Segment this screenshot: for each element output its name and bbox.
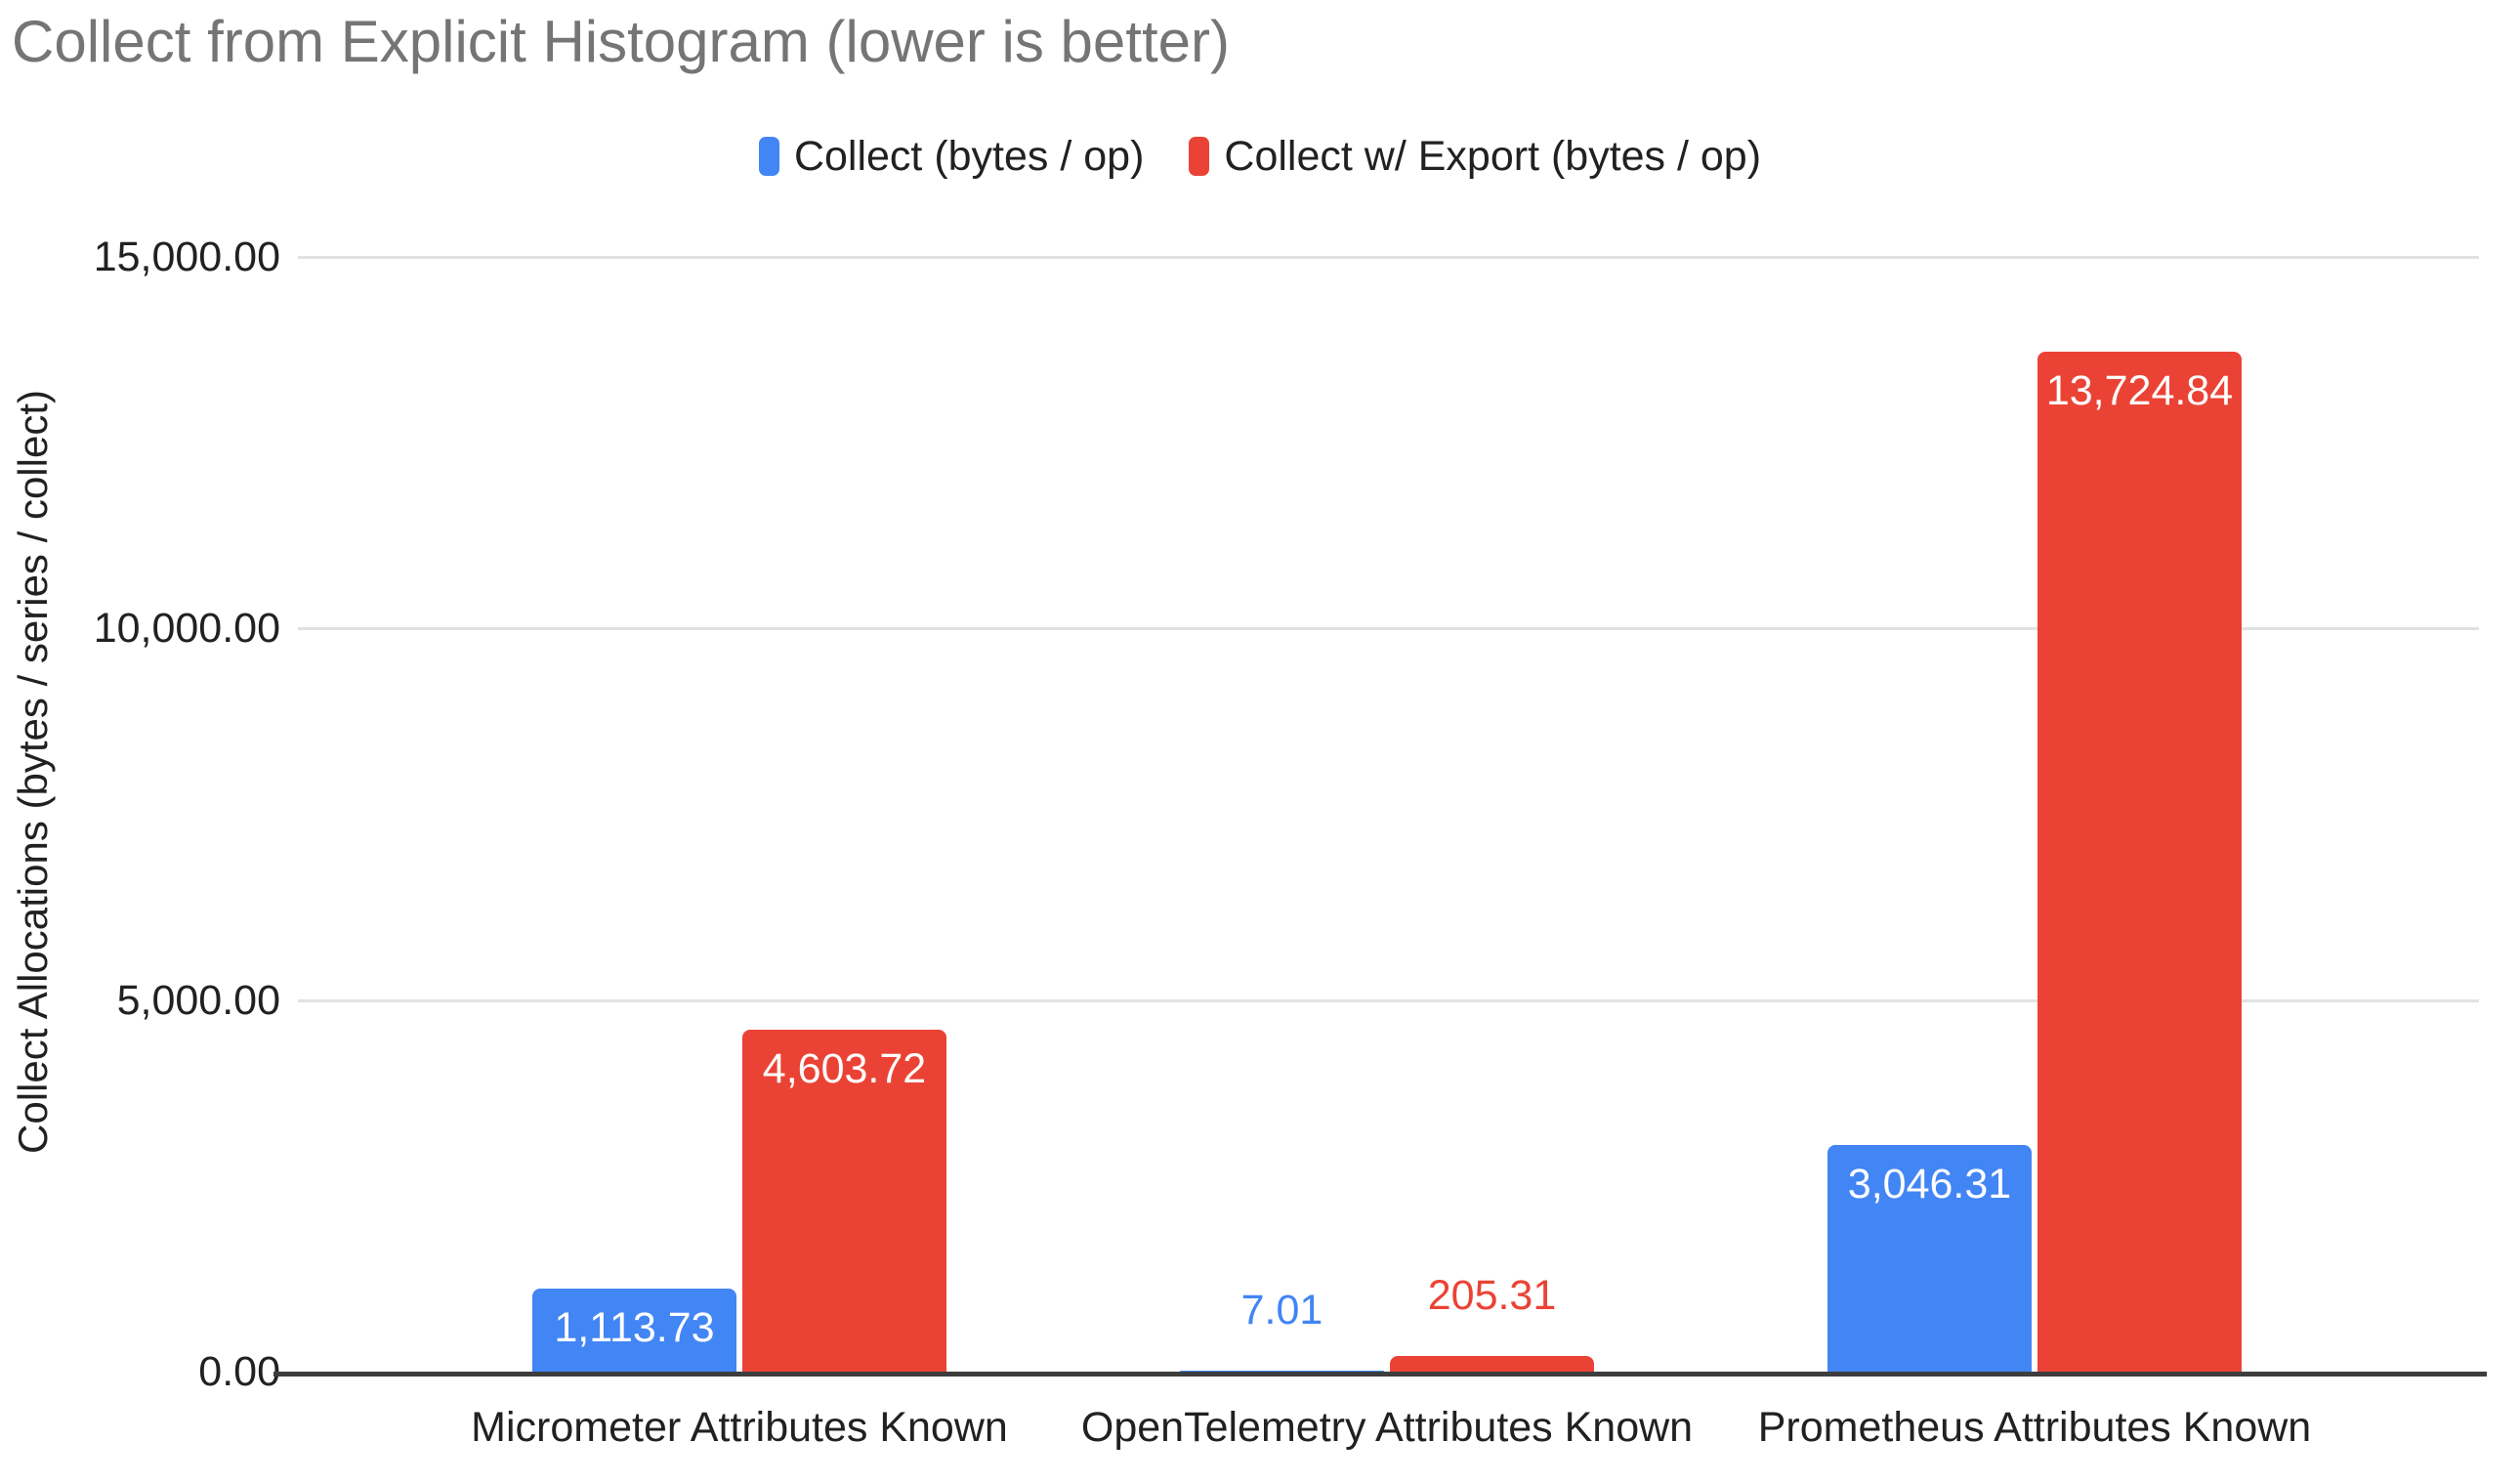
y-tick-label: 0.00 bbox=[198, 1348, 280, 1395]
x-axis-line bbox=[273, 1372, 2487, 1377]
legend-item-collect-w-export: Collect w/ Export (bytes / op) bbox=[1189, 132, 1762, 180]
value-label-collect-prometheus: 3,046.31 bbox=[1847, 1161, 2012, 1208]
category-label-prometheus: Prometheus Attributes Known bbox=[1757, 1404, 2312, 1451]
category-label-micrometer: Micrometer Attributes Known bbox=[471, 1404, 1008, 1451]
y-axis-title: Collect Allocations (bytes / series / co… bbox=[10, 390, 56, 1154]
bar-collect-prometheus bbox=[1827, 1145, 2032, 1372]
gridline-5000 bbox=[298, 998, 2479, 1002]
legend-swatch-collect bbox=[758, 137, 779, 176]
value-label-collect-w-export-opentelemetry: 205.31 bbox=[1427, 1272, 1557, 1319]
legend: Collect (bytes / op) Collect w/ Export (b… bbox=[0, 131, 2520, 182]
legend-item-collect: Collect (bytes / op) bbox=[758, 132, 1145, 180]
y-tick-label: 10,000.00 bbox=[93, 605, 280, 653]
bar-collect-micrometer bbox=[532, 1289, 736, 1372]
value-label-collect-micrometer: 1,113.73 bbox=[554, 1304, 715, 1351]
value-label-collect-w-export-micrometer: 4,603.72 bbox=[762, 1045, 927, 1092]
legend-label: Collect (bytes / op) bbox=[793, 132, 1145, 180]
bar-collect-opentelemetry bbox=[1180, 1371, 1384, 1372]
bar-collect-w-export-prometheus bbox=[2037, 352, 2242, 1372]
legend-label: Collect w/ Export (bytes / op) bbox=[1224, 132, 1762, 180]
gridline-10000 bbox=[298, 627, 2479, 631]
value-label-collect-opentelemetry: 7.01 bbox=[1240, 1287, 1323, 1334]
category-label-opentelemetry: OpenTelemetry Attributes Known bbox=[1080, 1404, 1694, 1451]
y-tick-label: 5,000.00 bbox=[116, 976, 280, 1024]
value-label-collect-w-export-prometheus: 13,724.84 bbox=[2045, 367, 2234, 414]
bar-collect-w-export-opentelemetry bbox=[1390, 1356, 1594, 1372]
y-tick-label: 15,000.00 bbox=[93, 233, 280, 280]
bar-collect-w-export-micrometer bbox=[742, 1030, 946, 1372]
legend-swatch-collect-w-export bbox=[1189, 137, 1210, 176]
chart-title: Collect from Explicit Histogram (lower i… bbox=[12, 9, 1230, 74]
gridline-15000 bbox=[298, 256, 2479, 259]
